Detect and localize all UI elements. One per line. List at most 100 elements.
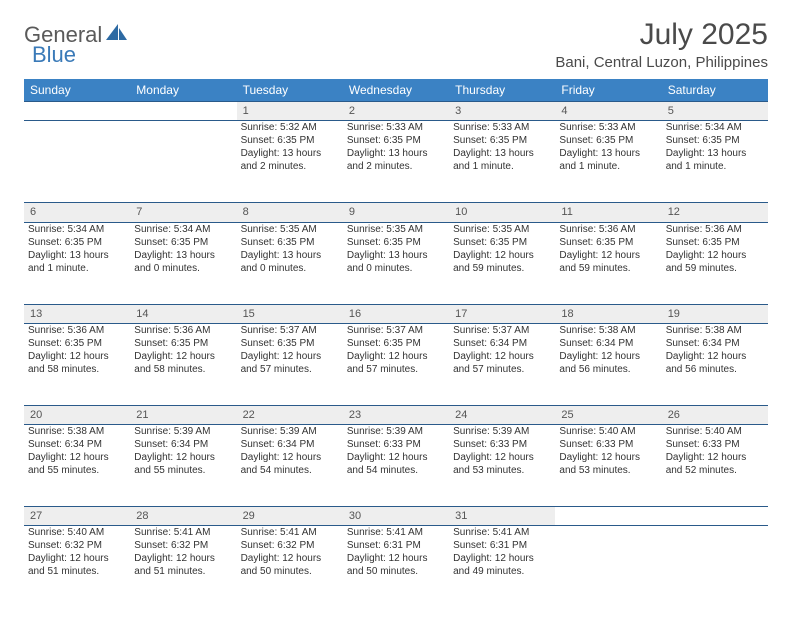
- daylight-text: Daylight: 12 hours and 55 minutes.: [134, 451, 232, 477]
- daynum-row: 12345: [24, 102, 768, 121]
- daylight-text: Daylight: 13 hours and 1 minute.: [559, 147, 657, 173]
- day-cell: Sunrise: 5:40 AMSunset: 6:32 PMDaylight:…: [24, 526, 130, 608]
- sunset-text: Sunset: 6:34 PM: [559, 337, 657, 350]
- daylight-text: Daylight: 12 hours and 56 minutes.: [666, 350, 764, 376]
- daylight-text: Daylight: 12 hours and 53 minutes.: [453, 451, 551, 477]
- sunset-text: Sunset: 6:35 PM: [559, 134, 657, 147]
- sunrise-text: Sunrise: 5:39 AM: [453, 425, 551, 438]
- sunrise-text: Sunrise: 5:33 AM: [453, 121, 551, 134]
- location-text: Bani, Central Luzon, Philippines: [555, 54, 768, 71]
- day-cell: Sunrise: 5:36 AMSunset: 6:35 PMDaylight:…: [662, 222, 768, 304]
- sunrise-text: Sunrise: 5:34 AM: [666, 121, 764, 134]
- sunrise-text: Sunrise: 5:33 AM: [347, 121, 445, 134]
- day-number-cell: 30: [343, 507, 449, 526]
- day-cell: Sunrise: 5:39 AMSunset: 6:33 PMDaylight:…: [449, 425, 555, 507]
- week-row: Sunrise: 5:40 AMSunset: 6:32 PMDaylight:…: [24, 526, 768, 608]
- sunset-text: Sunset: 6:35 PM: [28, 236, 126, 249]
- sunset-text: Sunset: 6:31 PM: [347, 539, 445, 552]
- day-number-cell: 9: [343, 203, 449, 222]
- sunset-text: Sunset: 6:35 PM: [134, 337, 232, 350]
- sunset-text: Sunset: 6:35 PM: [241, 337, 339, 350]
- day-number-cell: 25: [555, 405, 661, 424]
- day-number-cell: 19: [662, 304, 768, 323]
- day-number-cell: 31: [449, 507, 555, 526]
- day-cell: [555, 526, 661, 608]
- day-cell: Sunrise: 5:41 AMSunset: 6:31 PMDaylight:…: [449, 526, 555, 608]
- sunset-text: Sunset: 6:32 PM: [134, 539, 232, 552]
- sunrise-text: Sunrise: 5:41 AM: [347, 526, 445, 539]
- sunrise-text: Sunrise: 5:36 AM: [666, 223, 764, 236]
- day-number-cell: [24, 102, 130, 121]
- sunset-text: Sunset: 6:33 PM: [666, 438, 764, 451]
- day-number-cell: 17: [449, 304, 555, 323]
- daylight-text: Daylight: 13 hours and 1 minute.: [28, 249, 126, 275]
- sunrise-text: Sunrise: 5:36 AM: [28, 324, 126, 337]
- daynum-row: 13141516171819: [24, 304, 768, 323]
- weekday-header: Wednesday: [343, 79, 449, 102]
- logo-sail-icon: [106, 24, 128, 47]
- daynum-row: 6789101112: [24, 203, 768, 222]
- sunrise-text: Sunrise: 5:40 AM: [666, 425, 764, 438]
- day-cell: Sunrise: 5:37 AMSunset: 6:35 PMDaylight:…: [237, 323, 343, 405]
- title-block: July 2025 Bani, Central Luzon, Philippin…: [555, 18, 768, 71]
- daynum-row: 20212223242526: [24, 405, 768, 424]
- day-number-cell: 6: [24, 203, 130, 222]
- sunrise-text: Sunrise: 5:35 AM: [347, 223, 445, 236]
- week-row: Sunrise: 5:34 AMSunset: 6:35 PMDaylight:…: [24, 222, 768, 304]
- sunrise-text: Sunrise: 5:38 AM: [666, 324, 764, 337]
- sunrise-text: Sunrise: 5:41 AM: [453, 526, 551, 539]
- sunset-text: Sunset: 6:33 PM: [453, 438, 551, 451]
- day-cell: Sunrise: 5:39 AMSunset: 6:33 PMDaylight:…: [343, 425, 449, 507]
- header: General July 2025 Bani, Central Luzon, P…: [24, 18, 768, 71]
- day-number-cell: 10: [449, 203, 555, 222]
- sunrise-text: Sunrise: 5:32 AM: [241, 121, 339, 134]
- sunset-text: Sunset: 6:35 PM: [666, 236, 764, 249]
- weekday-header: Saturday: [662, 79, 768, 102]
- daylight-text: Daylight: 12 hours and 54 minutes.: [241, 451, 339, 477]
- daylight-text: Daylight: 12 hours and 52 minutes.: [666, 451, 764, 477]
- sunrise-text: Sunrise: 5:39 AM: [241, 425, 339, 438]
- sunset-text: Sunset: 6:35 PM: [347, 236, 445, 249]
- sunset-text: Sunset: 6:34 PM: [453, 337, 551, 350]
- sunrise-text: Sunrise: 5:35 AM: [241, 223, 339, 236]
- day-number-cell: [130, 102, 236, 121]
- day-cell: [24, 121, 130, 203]
- sunrise-text: Sunrise: 5:38 AM: [28, 425, 126, 438]
- daylight-text: Daylight: 13 hours and 0 minutes.: [241, 249, 339, 275]
- day-number-cell: 4: [555, 102, 661, 121]
- day-cell: Sunrise: 5:38 AMSunset: 6:34 PMDaylight:…: [24, 425, 130, 507]
- sunrise-text: Sunrise: 5:36 AM: [559, 223, 657, 236]
- daylight-text: Daylight: 12 hours and 54 minutes.: [347, 451, 445, 477]
- sunset-text: Sunset: 6:34 PM: [666, 337, 764, 350]
- day-number-cell: 14: [130, 304, 236, 323]
- sunset-text: Sunset: 6:33 PM: [559, 438, 657, 451]
- day-cell: Sunrise: 5:38 AMSunset: 6:34 PMDaylight:…: [555, 323, 661, 405]
- day-number-cell: 27: [24, 507, 130, 526]
- day-number-cell: 11: [555, 203, 661, 222]
- daylight-text: Daylight: 12 hours and 59 minutes.: [559, 249, 657, 275]
- day-number-cell: 3: [449, 102, 555, 121]
- sunset-text: Sunset: 6:35 PM: [666, 134, 764, 147]
- day-number-cell: 1: [237, 102, 343, 121]
- day-cell: Sunrise: 5:37 AMSunset: 6:34 PMDaylight:…: [449, 323, 555, 405]
- day-cell: Sunrise: 5:40 AMSunset: 6:33 PMDaylight:…: [555, 425, 661, 507]
- daylight-text: Daylight: 12 hours and 58 minutes.: [28, 350, 126, 376]
- sunset-text: Sunset: 6:35 PM: [28, 337, 126, 350]
- day-number-cell: 23: [343, 405, 449, 424]
- week-row: Sunrise: 5:36 AMSunset: 6:35 PMDaylight:…: [24, 323, 768, 405]
- sunrise-text: Sunrise: 5:41 AM: [241, 526, 339, 539]
- daylight-text: Daylight: 12 hours and 49 minutes.: [453, 552, 551, 578]
- sunrise-text: Sunrise: 5:37 AM: [453, 324, 551, 337]
- calendar-header-row: SundayMondayTuesdayWednesdayThursdayFrid…: [24, 79, 768, 102]
- sunrise-text: Sunrise: 5:34 AM: [28, 223, 126, 236]
- day-cell: Sunrise: 5:34 AMSunset: 6:35 PMDaylight:…: [662, 121, 768, 203]
- day-number-cell: 26: [662, 405, 768, 424]
- sunrise-text: Sunrise: 5:38 AM: [559, 324, 657, 337]
- sunrise-text: Sunrise: 5:37 AM: [241, 324, 339, 337]
- sunset-text: Sunset: 6:31 PM: [453, 539, 551, 552]
- day-number-cell: [555, 507, 661, 526]
- day-number-cell: [662, 507, 768, 526]
- sunrise-text: Sunrise: 5:35 AM: [453, 223, 551, 236]
- day-cell: [662, 526, 768, 608]
- daylight-text: Daylight: 13 hours and 2 minutes.: [241, 147, 339, 173]
